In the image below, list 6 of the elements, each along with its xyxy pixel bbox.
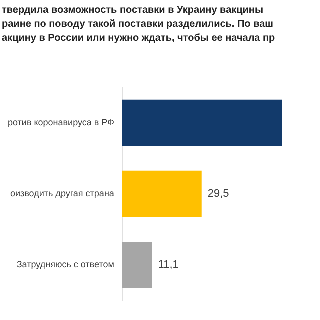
y-tick-label: ротив коронавируса в РФ <box>8 117 115 128</box>
y-tick-label: Затрудняюсь с ответом <box>16 260 114 270</box>
chart-title: твердила возможность поставки в Украину вакцины раине по поводу такой поставки разделились. По ваш акцину в России или нужно ждать, чтобы ее начала пр <box>1 4 276 46</box>
data-label: 11,1 <box>158 259 179 272</box>
data-label: 29,5 <box>208 188 230 200</box>
y-tick-label: оизводить другая страна <box>10 188 114 198</box>
